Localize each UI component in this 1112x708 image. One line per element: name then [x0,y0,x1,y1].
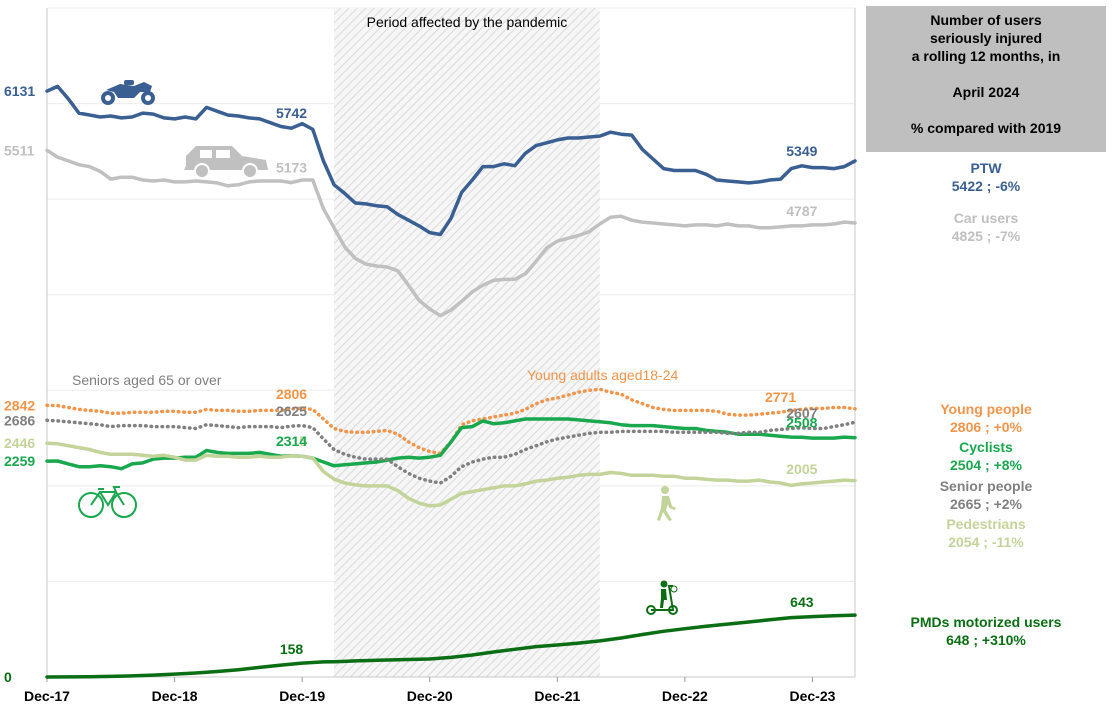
data-labels: 6131 5742 5349 5511 5173 4787 2842 2806 2771 2686… [4,83,818,685]
legend-seniors-name: Senior people [939,478,1033,494]
data-label-cyclists: 2508 [786,414,817,430]
legend-young: Young people 2806 ; +0% [866,400,1106,436]
legend-car: Car users 4825 ; -7% [866,209,1106,245]
data-label-young: 2771 [765,389,796,405]
legend-seniors: Senior people 2665 ; +2% [866,477,1106,513]
series-line-seniors [45,418,857,485]
legend-pedestrians-name: Pedestrians [946,516,1026,532]
info-month: April 2024 [952,84,1020,100]
info-line-1: Number of users [930,12,1042,28]
legend-pmd-stat: 648 ; +310% [946,632,1026,648]
scooter-icon [646,580,678,615]
info-box: Number of users seriously injured a roll… [866,6,1106,152]
legend-cyclists-name: Cyclists [959,439,1013,455]
data-label-pedestrians: 2005 [786,461,817,477]
legend-seniors-stat: 2665 ; +2% [950,496,1022,512]
seniors-annotation: Seniors aged 65 or over [72,372,222,388]
info-comparison: % compared with 2019 [910,120,1062,136]
x-tick-label: Dec-23 [790,688,836,704]
x-tick-label: Dec-20 [407,688,453,704]
motorcycle-icon [101,80,155,105]
bicycle-icon [78,486,137,518]
legend-young-name: Young people [940,401,1032,417]
data-label-young: 2806 [276,386,307,402]
data-label-car: 4787 [786,203,817,219]
legend-ptw-stat: 5422 ; -6% [951,178,1021,194]
series-line-car [45,148,857,318]
legend-pedestrians: Pedestrians 2054 ; -11% [866,515,1106,551]
legend-car-name: Car users [953,210,1019,226]
line-chart: Period affected by the pandemic Dec-17 De… [4,7,857,704]
pandemic-period-label: Period affected by the pandemic [367,14,568,30]
x-tick-label: Dec-22 [662,688,708,704]
legend-young-stat: 2806 ; +0% [950,419,1022,435]
x-tick-label: Dec-18 [152,688,198,704]
data-label-cyclists: 2314 [276,433,307,449]
legend-pmd-name: PMDs motorized users [910,614,1062,630]
data-label-pedestrians: 2446 [4,435,35,451]
legend-pedestrians-stat: 2054 ; -11% [948,534,1024,550]
legend-cyclists-stat: 2504 ; +8% [950,457,1022,473]
data-label-pmd: 0 [4,669,12,685]
axes: Dec-17 Dec-18 Dec-19 Dec-20 Dec-21 Dec-22 Dec-… [24,8,856,704]
legend-cyclists: Cyclists 2504 ; +8% [866,438,1106,474]
data-label-pedestrians: 2315 [276,433,307,449]
x-tick-label: Dec-17 [24,688,70,704]
data-label-seniors: 2607 [786,405,817,421]
data-label-young: 2842 [4,397,35,413]
data-label-car: 5511 [4,142,35,158]
x-tick-label: Dec-19 [279,688,325,704]
pedestrian-icon [657,486,676,521]
info-line-2: seriously injured [929,30,1043,46]
x-tick-label: Dec-21 [534,688,580,704]
car-icon [184,146,268,179]
data-label-pmd: 643 [790,594,814,610]
series-line-pmd [45,613,857,679]
data-label-seniors: 2686 [4,412,35,428]
data-label-ptw: 5742 [276,105,307,121]
legend-ptw: PTW 5422 ; -6% [866,159,1106,195]
series-line-ptw [45,84,857,237]
data-label-car: 5173 [276,160,307,176]
data-label-cyclists: 2259 [4,453,35,469]
data-label-pmd: 158 [280,641,304,657]
series-lines [45,84,857,679]
info-line-3: a rolling 12 months, in [911,48,1061,64]
data-label-ptw: 6131 [4,83,35,99]
legend-car-stat: 4825 ; -7% [951,228,1021,244]
series-line-pedestrians [45,441,857,508]
data-label-ptw: 5349 [786,143,817,159]
legend-pmd: PMDs motorized users 648 ; +310% [866,613,1106,649]
young-adults-annotation: Young adults aged18-24 [527,367,679,383]
pandemic-period-shading [334,8,600,677]
legend-ptw-name: PTW [970,160,1002,176]
data-label-seniors: 2625 [276,403,307,419]
